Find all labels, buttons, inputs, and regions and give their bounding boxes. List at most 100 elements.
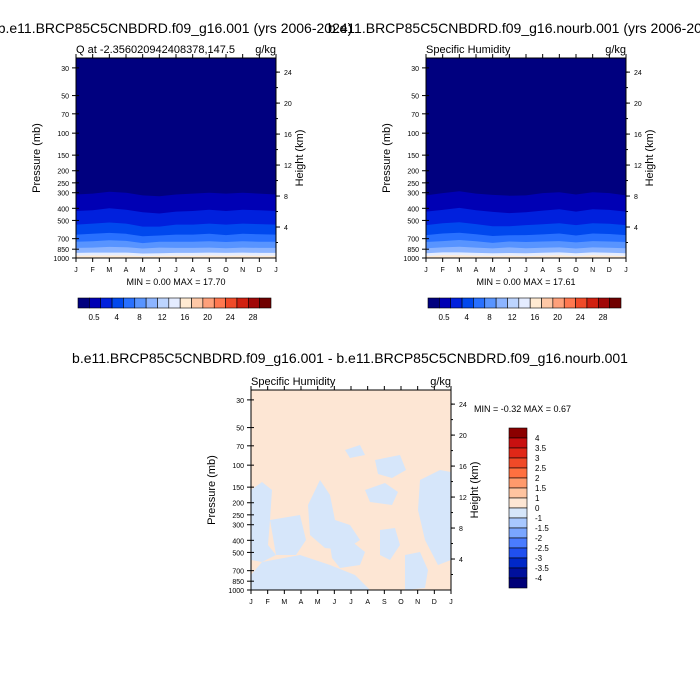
pressure-tick-label: 30 (61, 66, 69, 73)
colorbar-box (508, 557, 528, 569)
colorbar-label: 16 (180, 313, 189, 322)
height-tick-label: 4 (284, 225, 288, 232)
colorbar-label: 2.5 (535, 464, 547, 473)
colorbar-box (111, 297, 124, 309)
colorbar-box (168, 297, 181, 309)
pressure-tick-label: 850 (407, 247, 419, 254)
pressure-tick-label: 1000 (53, 256, 69, 263)
colorbar-label: 3 (535, 454, 540, 463)
colorbar-label: -1 (535, 514, 543, 523)
month-tick-label: J (424, 267, 428, 274)
pressure-tick-label: 1000 (228, 588, 244, 595)
month-tick-label: D (257, 267, 262, 274)
colorbar-label: 0.5 (438, 313, 450, 322)
height-tick-label: 8 (459, 526, 463, 533)
pressure-tick-label: 50 (411, 94, 419, 101)
min-max-label: MIN = 0.00 MAX = 17.70 (126, 277, 225, 287)
colorbar-box (439, 297, 452, 309)
month-tick-label: S (382, 599, 387, 606)
colorbar-box (213, 297, 226, 309)
colorbar-label: 12 (508, 313, 517, 322)
panel-subtitle: Specific Humidity (251, 376, 336, 388)
month-tick-label: M (140, 267, 146, 274)
colorbar-box (508, 467, 528, 479)
colorbar-label: 28 (599, 313, 608, 322)
colorbar-box (179, 297, 192, 309)
month-tick-label: D (607, 267, 612, 274)
month-tick-label: A (124, 267, 129, 274)
colorbar-box (236, 297, 249, 309)
colorbar-box (77, 297, 90, 309)
colorbar-box (508, 567, 528, 579)
min-max-label: MIN = -0.32 MAX = 0.67 (474, 404, 571, 414)
month-tick-label: A (190, 267, 195, 274)
colorbar-box (450, 297, 463, 309)
colorbar-box (508, 527, 528, 539)
pressure-tick-label: 70 (411, 112, 419, 119)
colorbar-label: 28 (249, 313, 258, 322)
height-tick-label: 12 (459, 495, 467, 502)
colorbar-box (123, 297, 136, 309)
colorbar-box (508, 497, 528, 509)
panel-title: b.e11.BRCP85C5CNBDRD.f09_g16.001 - b.e11… (72, 350, 628, 366)
colorbar-label: 8 (137, 313, 142, 322)
month-tick-label: N (590, 267, 595, 274)
colorbar-label: 8 (487, 313, 492, 322)
height-tick-label: 4 (459, 557, 463, 564)
colorbar-box (247, 297, 260, 309)
y-axis-label: Pressure (mb) (381, 123, 393, 193)
pressure-tick-label: 30 (411, 66, 419, 73)
colorbar-box (495, 297, 508, 309)
colorbar-label: -3 (535, 554, 543, 563)
pressure-tick-label: 700 (232, 569, 244, 576)
height-tick-label: 24 (284, 70, 292, 77)
month-tick-label: J (274, 267, 278, 274)
colorbar-label: -1.5 (535, 524, 549, 533)
diff-negative-region (308, 480, 360, 550)
colorbar-box (508, 457, 528, 469)
pressure-tick-label: 150 (232, 485, 244, 492)
min-max-label: MIN = 0.00 MAX = 17.61 (476, 277, 575, 287)
height-tick-label: 4 (634, 225, 638, 232)
pressure-tick-label: 100 (232, 463, 244, 470)
month-tick-label: O (573, 267, 579, 274)
contour-fill (76, 255, 276, 258)
colorbar-box (597, 297, 610, 309)
colorbar-box (157, 297, 170, 309)
pressure-tick-label: 1000 (403, 256, 419, 263)
diff-negative-region (365, 483, 398, 505)
month-tick-label: J (174, 267, 178, 274)
pressure-tick-label: 30 (236, 398, 244, 405)
month-tick-label: N (240, 267, 245, 274)
colorbar-box (508, 577, 528, 589)
colorbar-box (541, 297, 554, 309)
height-tick-label: 16 (284, 132, 292, 139)
pressure-tick-label: 250 (407, 181, 419, 188)
month-tick-label: J (349, 599, 353, 606)
pressure-tick-label: 100 (407, 131, 419, 138)
colorbar-label: 20 (553, 313, 562, 322)
diff-negative-region (418, 470, 451, 565)
colorbar-box (507, 297, 520, 309)
colorbar-label: 4 (535, 434, 540, 443)
colorbar-box (145, 297, 158, 309)
pressure-tick-label: 200 (57, 169, 69, 176)
colorbar-box (484, 297, 497, 309)
pressure-tick-label: 200 (232, 501, 244, 508)
colorbar-box (100, 297, 113, 309)
colorbar-box (508, 427, 528, 439)
diff-negative-region (330, 540, 365, 568)
panel-title: b.e11.BRCP85C5CNBDRD.f09_g16.nourb.001 (… (328, 20, 700, 36)
colorbar-box (563, 297, 576, 309)
colorbar-box (508, 547, 528, 559)
panel-title: b.e11.BRCP85C5CNBDRD.f09_g16.001 (yrs 20… (0, 20, 352, 36)
month-tick-label: A (474, 267, 479, 274)
colorbar-box (202, 297, 215, 309)
month-tick-label: F (441, 267, 445, 274)
height-tick-label: 8 (634, 194, 638, 201)
colorbar-box (508, 437, 528, 449)
pressure-tick-label: 100 (57, 131, 69, 138)
contour-fill (426, 255, 626, 258)
colorbar-label: 4 (465, 313, 470, 322)
colorbar-box (89, 297, 102, 309)
